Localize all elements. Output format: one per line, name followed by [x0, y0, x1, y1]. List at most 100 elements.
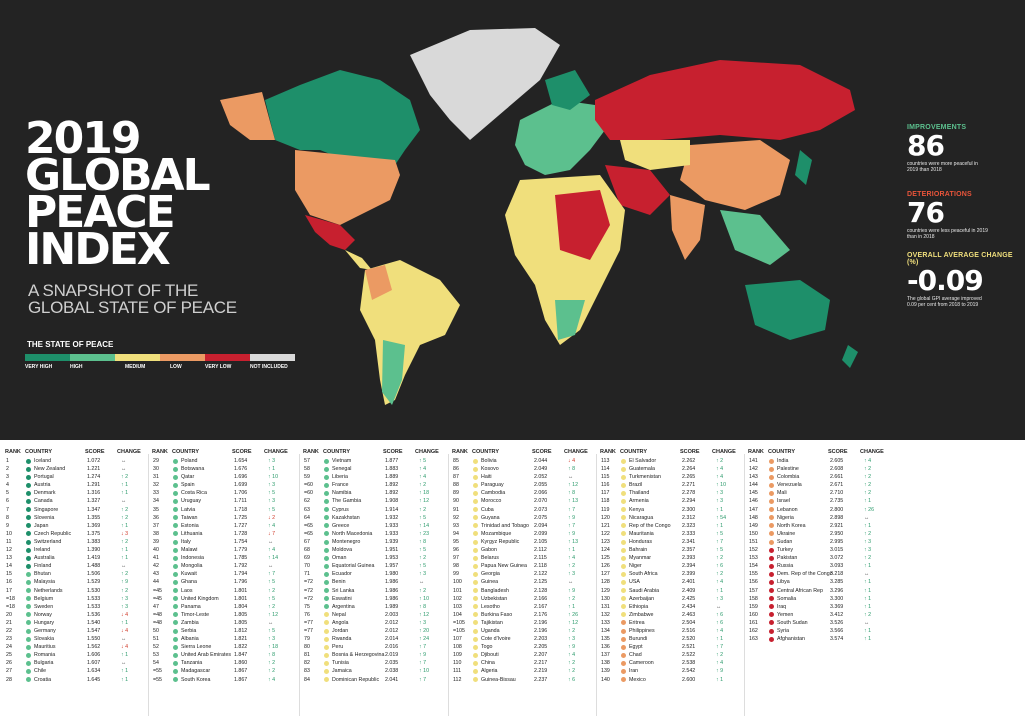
row-rank: 128 [601, 579, 610, 586]
row-rank: 129 [601, 587, 610, 594]
row-rank: =72 [304, 587, 313, 594]
row-score: 2.122 [534, 571, 548, 578]
header-score: SCORE [680, 449, 700, 455]
row-country: Bhutan [34, 571, 51, 578]
no-change-icon: ↔ [268, 563, 274, 570]
row-score: 2.300 [682, 506, 696, 513]
table-row: 161 South Sudan 3.526 ↔ [748, 619, 893, 627]
map-new-zealand [842, 345, 858, 368]
row-rank: 147 [749, 506, 758, 513]
row-rank: 130 [601, 595, 610, 602]
score-dot-icon [769, 555, 774, 561]
row-rank: 124 [601, 547, 610, 554]
row-rank: 32 [153, 482, 159, 489]
arrow-up-icon: ↑ 8 [568, 466, 576, 473]
row-rank: =77 [304, 627, 313, 634]
row-country: Uganda [481, 627, 500, 634]
row-score: 1.933 [385, 530, 399, 537]
score-dot-icon [324, 596, 329, 602]
arrow-up-icon: ↑ 18 [419, 490, 430, 497]
row-country: Saudi Arabia [629, 587, 660, 594]
row-score: 1.821 [234, 636, 248, 643]
row-rank: 81 [304, 652, 310, 659]
no-change-icon: ↔ [864, 571, 870, 578]
score-dot-icon [173, 636, 178, 642]
ranking-header: RANK COUNTRY SCORE CHANGE [5, 446, 150, 457]
ranking-header: RANK COUNTRY SCORE CHANGE [600, 446, 745, 457]
arrow-up-icon: ↑ 2 [716, 555, 724, 562]
row-country: Poland [181, 458, 198, 464]
row-score: 2.463 [682, 611, 696, 618]
legend-swatch-very-high [25, 354, 70, 361]
header-rank: RANK [452, 449, 468, 455]
row-country: Syria [777, 627, 790, 634]
legend-label-very-low: VERY LOW [205, 364, 232, 370]
table-row: 98 Papua New Guinea 2.118 ↑ 2 [452, 562, 597, 570]
row-country: Iran [629, 668, 639, 675]
row-rank: =55 [153, 676, 162, 683]
row-score: 2.066 [534, 490, 548, 497]
score-dot-icon [621, 466, 626, 472]
table-row: 83 Jamaica 2.038 ↑ 10 [303, 667, 448, 675]
row-rank: 11 [6, 538, 12, 545]
header-country: COUNTRY [768, 449, 795, 455]
arrow-up-icon: ↑ 1 [121, 676, 129, 683]
score-dot-icon [473, 628, 478, 634]
arrow-up-icon: ↑ 2 [268, 660, 276, 667]
arrow-up-icon: ↑ 9 [568, 530, 576, 537]
row-country: Liberia [332, 474, 348, 481]
map-colombia [365, 265, 392, 300]
row-country: USA [629, 579, 640, 586]
table-row: 87 Haiti 2.052 ↔ [452, 473, 597, 481]
row-score: 2.217 [534, 660, 548, 667]
row-score: 2.055 [534, 482, 548, 489]
row-country: Dem. Rep of the Congo [777, 571, 833, 578]
row-score: 2.105 [534, 538, 548, 545]
row-rank: 161 [749, 619, 758, 626]
table-row: 126 Niger 2.394 ↑ 6 [600, 562, 745, 570]
row-score: 2.099 [534, 530, 548, 537]
row-country: Norway [34, 611, 52, 618]
arrow-up-icon: ↑ 5 [419, 514, 427, 521]
row-country: Belarus [481, 555, 499, 562]
row-score: 2.196 [534, 619, 548, 626]
table-row: 109 Djibouti 2.207 ↑ 4 [452, 651, 597, 659]
row-score: 1.291 [87, 482, 101, 489]
map-southern-africa [555, 300, 585, 340]
table-row: 150 Ukraine 2.950 ↑ 2 [748, 530, 893, 538]
row-rank: 160 [749, 611, 758, 618]
row-score: 2.044 [534, 458, 548, 464]
score-dot-icon [769, 458, 774, 464]
table-row: 71 Ecuador 1.980 ↑ 3 [303, 570, 448, 578]
map-japan [795, 150, 812, 185]
score-dot-icon [26, 669, 31, 675]
row-country: Niger [629, 563, 642, 570]
table-row: 107 Cote d'Ivoire 2.203 ↑ 3 [452, 635, 597, 643]
table-row: 43 Kuwait 1.794 ↑ 7 [152, 570, 297, 578]
table-row: 92 Guyana 2.075 ↑ 9 [452, 514, 597, 522]
row-rank: 39 [153, 538, 159, 545]
arrow-up-icon: ↑ 13 [568, 538, 579, 545]
row-rank: 24 [6, 644, 12, 651]
arrow-up-icon: ↑ 18 [268, 644, 279, 651]
row-rank: 97 [453, 555, 459, 562]
row-country: Armenia [629, 498, 649, 505]
table-row: 88 Paraguay 2.055 ↑ 12 [452, 481, 597, 489]
arrow-down-icon: ↓ 4 [121, 627, 129, 634]
arrow-up-icon: ↑ 26 [864, 506, 875, 513]
row-score: 1.347 [87, 506, 101, 513]
header-score: SCORE [383, 449, 403, 455]
arrow-up-icon: ↑ 3 [121, 603, 129, 610]
row-score: 3.566 [830, 627, 844, 634]
arrow-up-icon: ↑ 4 [716, 627, 724, 634]
arrow-up-icon: ↑ 1 [716, 522, 724, 529]
table-row: 151 Sudan 2.995 ↑ 3 [748, 538, 893, 546]
row-country: Hungary [34, 619, 55, 626]
score-dot-icon [473, 531, 478, 537]
row-rank: 26 [6, 660, 12, 667]
row-score: 2.538 [682, 660, 696, 667]
no-change-icon: ↔ [121, 498, 127, 505]
row-country: Thailand [629, 490, 650, 497]
row-country: Canada [34, 498, 53, 505]
arrow-up-icon: ↑ 3 [268, 498, 276, 505]
